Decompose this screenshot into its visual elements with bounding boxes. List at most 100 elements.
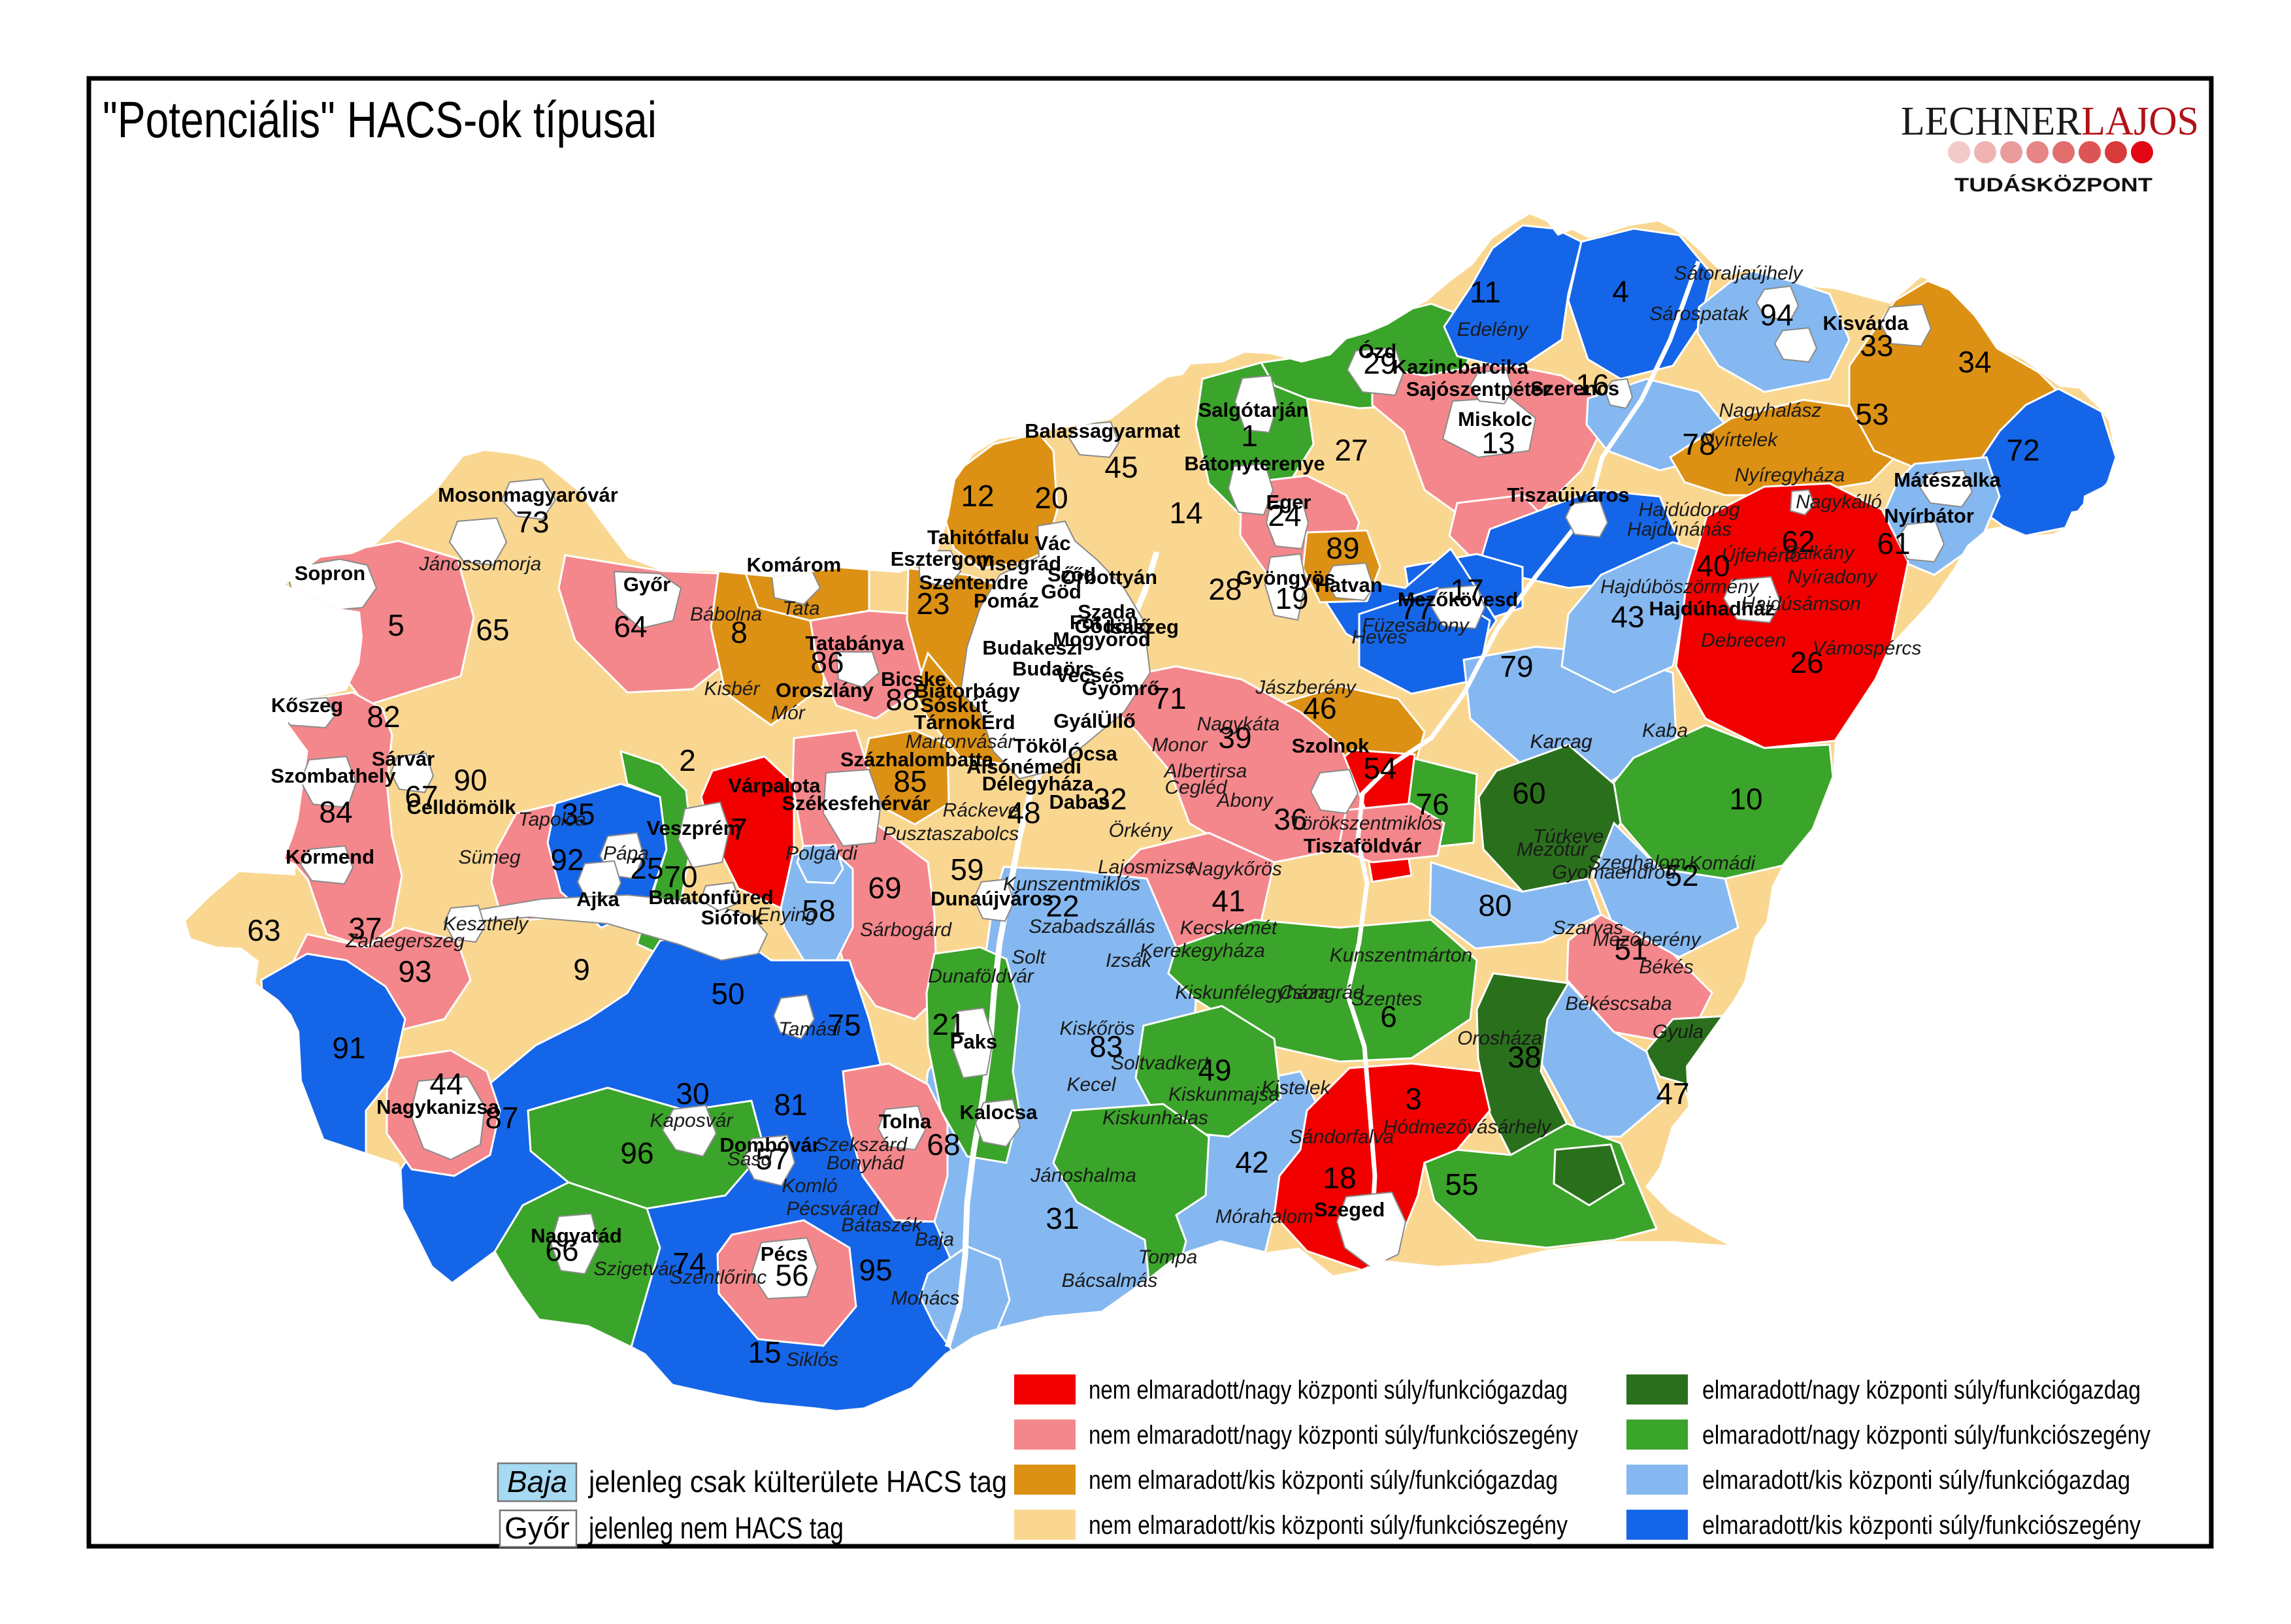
svg-text:3: 3 — [1405, 1082, 1422, 1116]
svg-text:38: 38 — [1508, 1040, 1541, 1074]
svg-text:85: 85 — [893, 764, 927, 798]
svg-text:76: 76 — [1415, 787, 1449, 821]
svg-text:96: 96 — [620, 1136, 653, 1170]
svg-text:Nagykáta: Nagykáta — [1197, 713, 1280, 735]
svg-text:Gyula: Gyula — [1653, 1021, 1704, 1043]
svg-text:Miskolc: Miskolc — [1458, 408, 1532, 430]
svg-text:Heves: Heves — [1351, 626, 1407, 648]
svg-text:49: 49 — [1198, 1053, 1231, 1087]
svg-text:88: 88 — [885, 683, 919, 717]
svg-text:Debrecen: Debrecen — [1701, 630, 1786, 651]
svg-text:Solt: Solt — [1012, 947, 1046, 968]
svg-text:39: 39 — [1218, 721, 1251, 755]
svg-text:Füzesabony: Füzesabony — [1362, 615, 1470, 636]
svg-text:78: 78 — [1682, 427, 1715, 461]
svg-text:Kisvárda: Kisvárda — [1823, 312, 1909, 334]
svg-text:Délegyháza: Délegyháza — [982, 772, 1094, 795]
svg-text:Százhalombatta: Százhalombatta — [840, 748, 994, 771]
svg-text:Sümeg: Sümeg — [458, 847, 520, 868]
svg-text:Visegrád: Visegrád — [976, 552, 1061, 575]
svg-text:75: 75 — [827, 1008, 861, 1042]
svg-text:Sándorfalva: Sándorfalva — [1289, 1126, 1394, 1148]
svg-text:Isaszeg: Isaszeg — [1106, 615, 1179, 638]
svg-text:60: 60 — [1512, 776, 1545, 810]
svg-text:Kunszentmiklós: Kunszentmiklós — [1003, 873, 1140, 895]
svg-text:Kunszentmárton: Kunszentmárton — [1330, 945, 1472, 966]
svg-text:34: 34 — [1958, 345, 1991, 379]
svg-text:58: 58 — [802, 894, 835, 928]
svg-text:Paks: Paks — [950, 1030, 997, 1053]
svg-text:Alsónémedi: Alsónémedi — [966, 755, 1081, 778]
svg-text:55: 55 — [1445, 1167, 1478, 1201]
svg-text:Nagyhalász: Nagyhalász — [1719, 400, 1822, 421]
svg-text:Siófok: Siófok — [701, 906, 763, 929]
svg-text:22: 22 — [1046, 889, 1079, 923]
svg-text:Vác: Vác — [1034, 532, 1070, 555]
svg-text:Békéscsaba: Békéscsaba — [1565, 993, 1672, 1015]
svg-text:Szarvas: Szarvas — [1553, 917, 1623, 939]
svg-text:LECHNERLAJOS: LECHNERLAJOS — [1901, 99, 2199, 144]
svg-text:nem elmaradott/kis központi sú: nem elmaradott/kis központi súly/funkció… — [1089, 1511, 1568, 1540]
svg-text:Dunaföldvár: Dunaföldvár — [928, 966, 1034, 987]
svg-text:Kalocsa: Kalocsa — [960, 1101, 1038, 1124]
svg-text:Tolna: Tolna — [879, 1110, 932, 1133]
svg-text:Komárom: Komárom — [747, 553, 842, 576]
svg-text:Nagykálló: Nagykálló — [1796, 491, 1882, 513]
svg-text:Ózd: Ózd — [1359, 339, 1397, 363]
svg-text:90: 90 — [453, 763, 487, 797]
svg-text:46: 46 — [1303, 691, 1336, 725]
svg-text:Dabas: Dabas — [1049, 790, 1110, 813]
svg-text:45: 45 — [1104, 450, 1138, 484]
svg-text:48: 48 — [1007, 796, 1040, 830]
svg-text:52: 52 — [1665, 858, 1698, 892]
svg-text:Kerekegyháza: Kerekegyháza — [1140, 940, 1265, 962]
svg-text:59: 59 — [950, 853, 983, 886]
svg-text:1: 1 — [1241, 419, 1258, 453]
svg-text:Nyírbátor: Nyírbátor — [1884, 504, 1974, 527]
svg-text:Bonyhád: Bonyhád — [827, 1152, 905, 1174]
svg-text:Baja: Baja — [507, 1465, 567, 1499]
svg-text:Szabadszállás: Szabadszállás — [1029, 916, 1155, 937]
svg-text:Monor: Monor — [1151, 734, 1208, 756]
svg-text:Cegléd: Cegléd — [1164, 777, 1227, 798]
svg-text:Kiskunhalas: Kiskunhalas — [1102, 1107, 1208, 1129]
svg-text:20: 20 — [1034, 481, 1068, 515]
svg-text:Tata: Tata — [782, 598, 819, 619]
svg-text:Abony: Abony — [1215, 790, 1274, 811]
svg-text:Lajosmizse: Lajosmizse — [1098, 856, 1196, 878]
svg-text:Komló: Komló — [782, 1175, 837, 1197]
svg-text:Körmend: Körmend — [286, 845, 374, 868]
svg-text:Tiszaújváros: Tiszaújváros — [1507, 483, 1629, 506]
svg-text:93: 93 — [398, 954, 431, 988]
svg-text:Zalaegerszeg: Zalaegerszeg — [345, 930, 465, 952]
svg-text:Hatvan: Hatvan — [1315, 574, 1382, 596]
svg-text:13: 13 — [1481, 426, 1515, 460]
svg-text:Kaposvár: Kaposvár — [650, 1110, 734, 1131]
svg-text:Mezőberény: Mezőberény — [1592, 929, 1702, 950]
svg-text:Hajdúnánás: Hajdúnánás — [1627, 519, 1732, 540]
svg-text:79: 79 — [1500, 649, 1533, 683]
svg-text:47: 47 — [1656, 1077, 1689, 1111]
svg-text:Székesfehérvár: Székesfehérvár — [782, 792, 931, 815]
svg-text:Pápa: Pápa — [603, 843, 649, 864]
svg-text:Szeged: Szeged — [1314, 1198, 1385, 1221]
svg-text:Ajka: Ajka — [576, 888, 619, 911]
svg-text:Újfehértó: Újfehértó — [1721, 545, 1801, 566]
svg-text:Budakeszi: Budakeszi — [982, 636, 1082, 659]
svg-text:9: 9 — [573, 952, 590, 986]
svg-text:Sződ: Sződ — [1047, 563, 1096, 586]
svg-text:jelenleg csak külterülete HACS: jelenleg csak külterülete HACS tag — [587, 1465, 1007, 1499]
svg-text:Vecsés: Vecsés — [1055, 664, 1124, 687]
svg-text:68: 68 — [927, 1128, 960, 1161]
svg-text:Kistelek: Kistelek — [1261, 1077, 1331, 1099]
svg-text:92: 92 — [550, 843, 584, 877]
svg-text:Szentendre: Szentendre — [919, 571, 1028, 594]
svg-text:Győr: Győr — [623, 573, 670, 596]
svg-text:Balkány: Balkány — [1785, 542, 1856, 564]
svg-text:10: 10 — [1729, 782, 1762, 816]
svg-text:51: 51 — [1614, 932, 1647, 966]
svg-text:61: 61 — [1877, 527, 1910, 560]
svg-text:elmaradott/kis központi súly/f: elmaradott/kis központi súly/funkciógazd… — [1702, 1466, 2130, 1495]
svg-text:Soltvadkert: Soltvadkert — [1111, 1052, 1210, 1074]
svg-text:Komádi: Komádi — [1689, 853, 1756, 874]
